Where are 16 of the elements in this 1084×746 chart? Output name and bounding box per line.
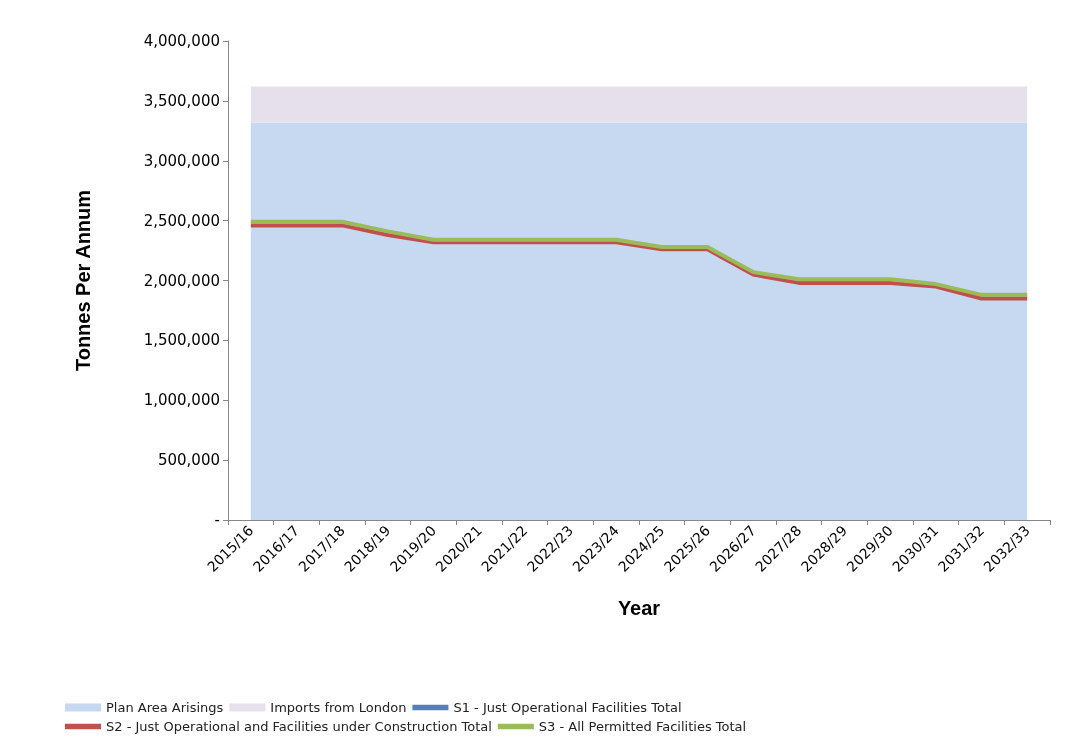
legend-label: S3 - All Permitted Facilities Total <box>538 719 747 734</box>
y-tick-label: 2,500,000 <box>143 211 220 230</box>
y-tick-label: 1,500,000 <box>143 331 220 350</box>
y-tick-label: - <box>214 511 220 529</box>
y-tick-label: 3,000,000 <box>143 151 220 170</box>
y-tick-label: 4,000,000 <box>143 32 220 50</box>
legend-label: Imports from London <box>270 700 407 715</box>
legend-label: Plan Area Arisings <box>106 700 224 715</box>
y-axis-title: Tonnes Per Annum <box>72 189 94 372</box>
legend-label: S1 - Just Operational Facilities Total <box>453 700 682 715</box>
y-tick-label: 500,000 <box>157 451 220 470</box>
y-tick-label: 3,500,000 <box>143 91 220 110</box>
x-axis-title: Year <box>617 597 661 619</box>
y-tick-label: 2,000,000 <box>143 271 220 290</box>
legend-label: S2 - Just Operational and Facilities under Construction Total <box>106 719 492 734</box>
y-tick-label: 1,000,000 <box>143 391 220 410</box>
